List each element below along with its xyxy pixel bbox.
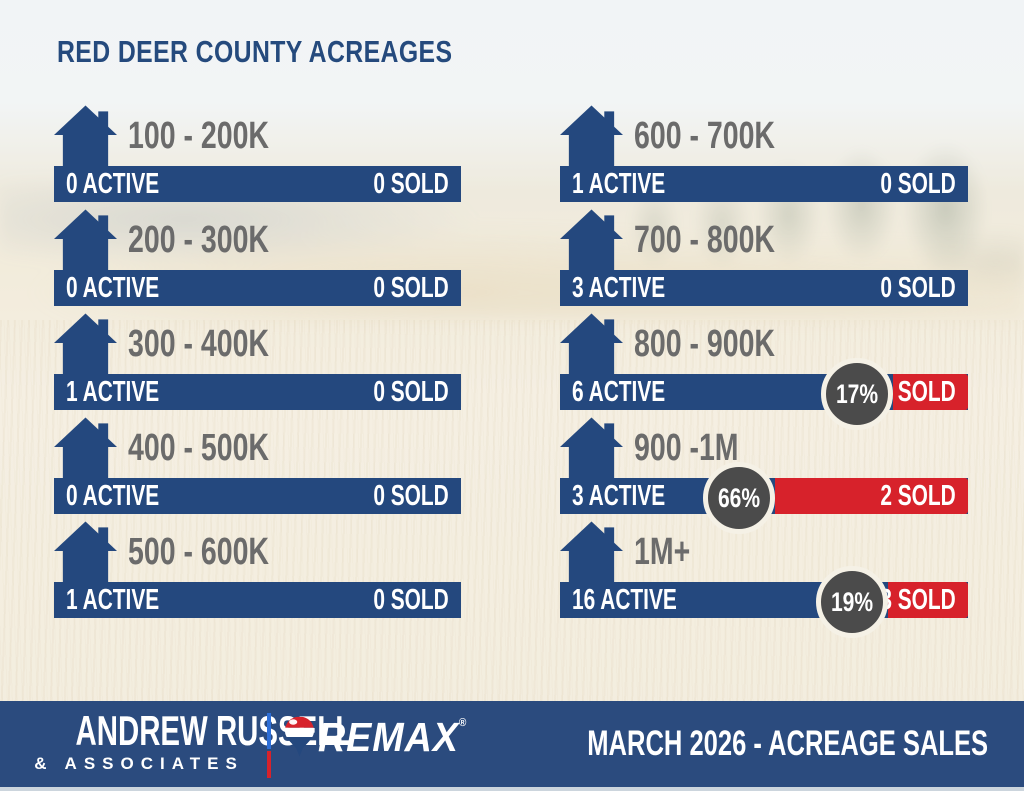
house-icon [560, 209, 623, 271]
listing-bar: 3 ACTIVE 2 SOLD 66% [560, 462, 968, 534]
sold-segment: 2 SOLD [775, 478, 968, 514]
listing-bar: 1 ACTIVE 0 SOLD [560, 166, 968, 202]
active-count: 6 ACTIVE [572, 375, 666, 408]
price-range-row: 100 - 200K 0 ACTIVE 0 SOLD [54, 104, 461, 208]
active-count: 16 ACTIVE [572, 583, 677, 616]
price-range-label: 200 - 300K [128, 218, 270, 261]
listing-bar: 16 ACTIVE 3 SOLD 19% [560, 566, 968, 638]
page-title: RED DEER COUNTY ACREAGES [57, 34, 453, 69]
active-count: 3 ACTIVE [572, 479, 666, 512]
active-count: 0 ACTIVE [66, 167, 160, 200]
active-count: 3 ACTIVE [572, 271, 666, 304]
price-range-row: 200 - 300K 0 ACTIVE 0 SOLD [54, 208, 461, 312]
house-icon [54, 313, 117, 375]
price-range-row: 700 - 800K 3 ACTIVE 0 SOLD [560, 208, 968, 312]
price-range-label: 900 -1M [634, 426, 739, 469]
sold-count: 0 SOLD [373, 167, 449, 200]
price-range-label: 100 - 200K [128, 114, 270, 157]
house-icon [560, 105, 623, 167]
percent-sold-value: 66% [717, 482, 761, 513]
listing-bar: 1 ACTIVE 0 SOLD [54, 374, 461, 410]
sold-segment: 3 SOLD [881, 582, 968, 618]
sold-count: 0 SOLD [373, 583, 449, 616]
percent-sold-badge: 19% [816, 566, 888, 638]
house-icon [54, 209, 117, 271]
remax-logo: REMAX® [284, 714, 480, 760]
percent-sold-value: 17% [835, 378, 879, 409]
price-range-label: 600 - 700K [634, 114, 776, 157]
house-icon [560, 313, 623, 375]
active-count: 1 ACTIVE [66, 375, 160, 408]
price-range-label: 1M+ [634, 530, 691, 573]
listing-bar: 6 ACTIVE 1 SOLD 17% [560, 358, 968, 430]
house-icon [560, 417, 623, 479]
listing-bar: 3 ACTIVE 0 SOLD [560, 270, 968, 306]
price-range-row: 500 - 600K 1 ACTIVE 0 SOLD [54, 520, 461, 624]
brand-name: ANDREW RUSSELL [75, 707, 354, 754]
price-range-label: 800 - 900K [634, 322, 776, 365]
percent-sold-badge: 66% [703, 462, 775, 534]
sold-count: 0 SOLD [373, 479, 449, 512]
footer-bar: ANDREW RUSSELL & ASSOCIATES REMAX® MARCH… [0, 701, 1024, 787]
price-range-row: 800 - 900K 6 ACTIVE 1 SOLD 17% [560, 312, 968, 430]
listing-bar: 0 ACTIVE 0 SOLD [54, 478, 461, 514]
price-range-row: 900 -1M 3 ACTIVE 2 SOLD 66% [560, 416, 968, 534]
percent-sold-badge: 17% [821, 358, 893, 430]
price-range-row: 300 - 400K 1 ACTIVE 0 SOLD [54, 312, 461, 416]
price-range-label: 500 - 600K [128, 530, 270, 573]
listing-bar: 0 ACTIVE 0 SOLD [54, 270, 461, 306]
active-count: 1 ACTIVE [66, 583, 160, 616]
house-icon [560, 521, 623, 583]
brand-subtitle: & ASSOCIATES [34, 754, 244, 773]
trademark-symbol: ® [458, 717, 468, 729]
active-count: 1 ACTIVE [572, 167, 666, 200]
sold-count: 0 SOLD [373, 375, 449, 408]
remax-wordmark: REMAX® [318, 714, 468, 760]
left-column: 100 - 200K 0 ACTIVE 0 SOLD 200 - 300K 0 … [54, 104, 461, 624]
sold-segment: 1 SOLD [881, 374, 968, 410]
active-count: 0 ACTIVE [66, 479, 160, 512]
price-range-row: 1M+ 16 ACTIVE 3 SOLD 19% [560, 520, 968, 638]
divider-red-segment [267, 751, 271, 778]
price-range-row: 400 - 500K 0 ACTIVE 0 SOLD [54, 416, 461, 520]
sold-count: 2 SOLD [880, 479, 956, 512]
listing-bar: 1 ACTIVE 0 SOLD [54, 582, 461, 618]
house-icon [54, 105, 117, 167]
sold-count: 0 SOLD [880, 271, 956, 304]
house-icon [54, 417, 117, 479]
remax-balloon-icon [284, 716, 315, 757]
footer-caption: MARCH 2026 - ACREAGE SALES [587, 724, 988, 763]
percent-sold-value: 19% [830, 586, 874, 617]
sold-count: 1 SOLD [880, 375, 956, 408]
price-range-label: 700 - 800K [634, 218, 776, 261]
house-icon [54, 521, 117, 583]
listing-bar: 0 ACTIVE 0 SOLD [54, 166, 461, 202]
sold-count: 0 SOLD [880, 167, 956, 200]
price-range-row: 600 - 700K 1 ACTIVE 0 SOLD [560, 104, 968, 208]
price-range-label: 400 - 500K [128, 426, 270, 469]
active-count: 0 ACTIVE [66, 271, 160, 304]
sold-count: 0 SOLD [373, 271, 449, 304]
price-range-label: 300 - 400K [128, 322, 270, 365]
background-trees [464, 118, 1024, 293]
footer-bottom-strip [0, 787, 1024, 791]
brand-block: ANDREW RUSSELL & ASSOCIATES [16, 707, 354, 774]
divider-blue-segment [267, 713, 271, 749]
sold-count: 3 SOLD [880, 583, 956, 616]
right-column: 600 - 700K 1 ACTIVE 0 SOLD 700 - 800K 3 … [560, 104, 968, 638]
footer-divider [267, 713, 271, 778]
